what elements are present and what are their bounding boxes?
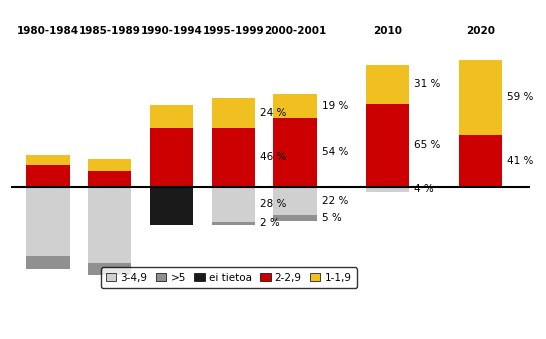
Bar [366, 187, 409, 192]
Bar [150, 105, 193, 128]
Bar [212, 222, 255, 225]
Bar [88, 159, 132, 172]
Bar [366, 104, 409, 187]
Bar [212, 187, 255, 222]
Bar [150, 187, 193, 225]
Text: 59 %: 59 % [507, 92, 533, 102]
Bar [26, 256, 69, 269]
Text: 54 %: 54 % [322, 147, 348, 157]
Bar [459, 135, 502, 187]
Text: 22 %: 22 % [322, 196, 348, 205]
Text: 46 %: 46 % [260, 153, 286, 162]
Bar [88, 187, 132, 263]
Bar [212, 128, 255, 187]
Bar [459, 60, 502, 135]
Text: 28 %: 28 % [260, 199, 286, 210]
Legend: 3-4,9, >5, ei tietoa, 2-2,9, 1-1,9: 3-4,9, >5, ei tietoa, 2-2,9, 1-1,9 [101, 267, 357, 288]
Bar [274, 215, 317, 221]
Bar [26, 155, 69, 165]
Text: 2 %: 2 % [260, 218, 280, 228]
Text: 19 %: 19 % [322, 101, 348, 111]
Text: 4 %: 4 % [414, 184, 434, 194]
Bar [26, 187, 69, 256]
Text: 41 %: 41 % [507, 156, 533, 166]
Bar [212, 98, 255, 128]
Bar [366, 65, 409, 104]
Bar [274, 118, 317, 187]
Text: 5 %: 5 % [322, 213, 341, 223]
Bar [150, 128, 193, 187]
Text: 24 %: 24 % [260, 108, 286, 118]
Text: 31 %: 31 % [414, 79, 441, 89]
Text: 65 %: 65 % [414, 140, 441, 151]
Bar [274, 94, 317, 118]
Bar [274, 187, 317, 215]
Bar [26, 165, 69, 187]
Bar [88, 263, 132, 276]
Bar [88, 172, 132, 187]
